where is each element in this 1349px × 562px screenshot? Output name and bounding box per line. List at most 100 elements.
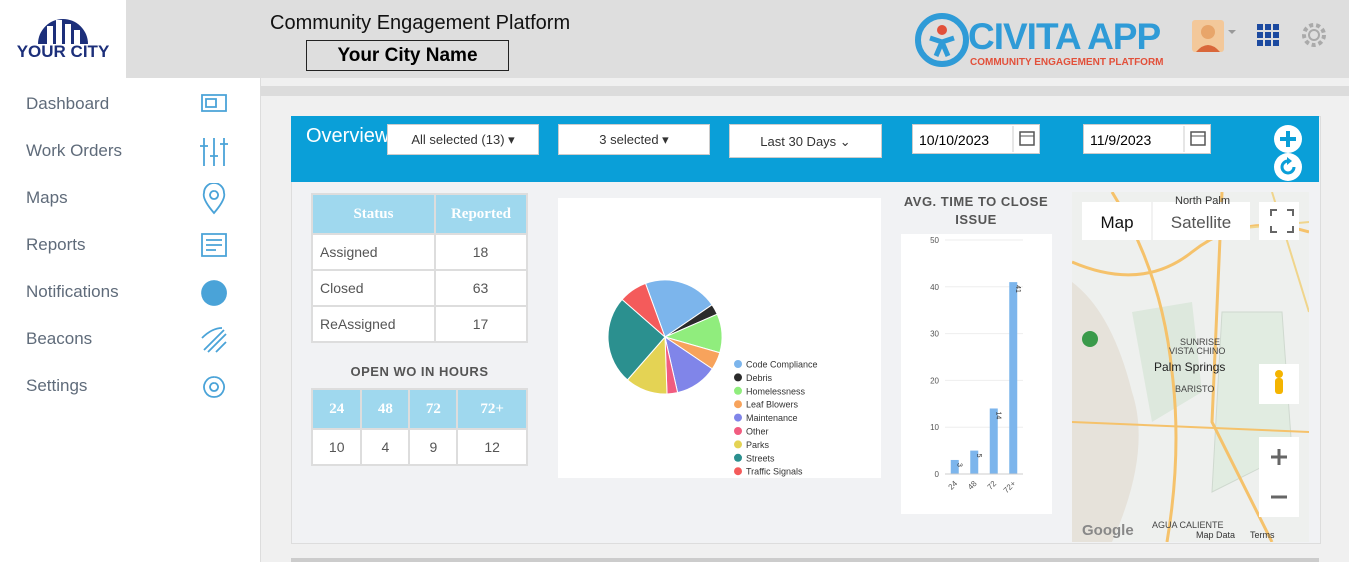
filter-select[interactable]: 3 selected ▾ <box>558 124 710 155</box>
column-header: 72+ <box>456 388 528 430</box>
bar <box>1009 282 1018 474</box>
map-place: BARISTO <box>1175 384 1214 394</box>
legend-label: Maintenance <box>746 413 798 423</box>
panel-actions[interactable] <box>1272 123 1306 183</box>
table-cell: 4 <box>360 428 411 466</box>
table-cell: 10 <box>310 428 363 466</box>
map[interactable]: Map Satellite North Palm Palm Springs SU… <box>1072 192 1309 542</box>
bar-value-label: 3 <box>955 463 962 467</box>
legend-swatch <box>734 453 742 462</box>
map-type-bar <box>1082 202 1250 240</box>
map-place: North Palm <box>1175 195 1230 207</box>
calendar-icon[interactable] <box>1183 126 1213 152</box>
nav-item[interactable]: Beacons <box>26 329 93 348</box>
app-title: Community Engagement Platform <box>270 12 571 34</box>
header-icons[interactable] <box>1190 18 1340 54</box>
column-header: 72 <box>408 388 459 430</box>
sidebar: Dashboard Work Orders Maps Reports Notificat… <box>0 78 261 562</box>
legend-label: Code Compliance <box>746 360 818 370</box>
brand-name: CIVITA APP <box>968 16 1161 57</box>
legend-swatch <box>734 360 742 368</box>
bar <box>970 450 979 474</box>
map-footer: Map Data <box>1196 530 1235 540</box>
open-wo-table: 24 48 72 72+ 10 4 9 12 <box>310 388 528 466</box>
nav-icon <box>200 138 228 166</box>
icon-shape <box>201 233 227 257</box>
column-header: Status <box>311 193 436 235</box>
open-wo-title: OPEN WO IN HOURS <box>350 364 489 379</box>
legend-label: Other <box>746 427 769 437</box>
brand-icon <box>915 13 969 67</box>
logo[interactable]: YOUR CITY <box>0 0 126 78</box>
date-input[interactable]: 10/10/2023 <box>912 124 1040 154</box>
table-cell: Closed <box>311 269 436 307</box>
city-name: Your City Name <box>306 40 509 71</box>
legend-swatch <box>734 467 742 476</box>
legend-label: Traffic Signals <box>746 467 803 477</box>
y-tick-label: 30 <box>930 330 939 339</box>
nav-icon <box>201 233 227 257</box>
map-logo: Google <box>1082 522 1134 539</box>
bar-value-label: 5 <box>975 454 982 458</box>
nav-item[interactable]: Reports <box>26 235 86 254</box>
date-text: 10/10/2023 <box>919 132 990 148</box>
map-place: VISTA CHINO <box>1169 346 1225 356</box>
icon-shape <box>201 327 227 353</box>
pie-slice <box>621 282 666 338</box>
bar-chart-title: AVG. TIME TO CLOSE ISSUE <box>903 194 1049 227</box>
pie-slice <box>644 279 713 338</box>
map-place: SUNRISE <box>1180 337 1220 347</box>
pie-chart: Code Compliance Debris Homelessness Leaf Bl… <box>558 198 881 478</box>
logo-text: YOUR CITY <box>16 42 110 61</box>
column-header: Reported <box>433 193 529 235</box>
legend-swatch <box>734 413 742 422</box>
nav-item[interactable]: Notifications <box>26 282 119 301</box>
header <box>0 0 1349 78</box>
filter-select[interactable]: All selected (13) ▾ <box>387 124 539 155</box>
nav-icon <box>202 183 226 215</box>
map-button[interactable]: Satellite <box>1171 213 1231 232</box>
header-row: Status Reported <box>311 193 529 235</box>
bar-value-label: 14 <box>994 411 1001 419</box>
nav-item[interactable]: Maps <box>26 188 68 207</box>
y-tick-label: 20 <box>930 376 939 385</box>
legend-label: Homelessness <box>746 386 806 396</box>
table-cell: ReAssigned <box>311 305 436 343</box>
nav-icon <box>201 94 227 112</box>
map-place: AGUA CALIENTE <box>1152 520 1224 530</box>
logo-icon <box>38 19 88 44</box>
column-header: 48 <box>360 388 411 430</box>
period-select[interactable]: Last 30 Days ⌄ <box>729 124 882 158</box>
legend-swatch <box>734 440 742 449</box>
table-cell: 63 <box>433 269 529 307</box>
table-cell: 9 <box>408 428 459 466</box>
map-button[interactable]: Map <box>1100 213 1133 232</box>
filter-text: Last 30 Days <box>760 134 837 149</box>
nav-icon <box>203 376 225 398</box>
date-input[interactable]: 11/9/2023 <box>1083 124 1211 154</box>
filter-text: All selected (13) <box>411 132 505 147</box>
legend-swatch <box>734 427 742 435</box>
next-panel <box>291 558 1319 562</box>
calendar-icon[interactable] <box>1012 126 1042 152</box>
nav-item[interactable]: Work Orders <box>26 141 123 160</box>
legend-label: Leaf Blowers <box>746 400 799 410</box>
y-tick-label: 0 <box>935 470 940 479</box>
y-tick-label: 40 <box>930 283 939 292</box>
legend-swatch <box>734 386 742 395</box>
nav-item[interactable]: Settings <box>26 376 88 395</box>
map-place: Palm Springs <box>1154 360 1225 374</box>
map-footer[interactable]: Terms <box>1250 530 1275 540</box>
header-row: 24 48 72 72+ <box>310 388 528 430</box>
nav-item[interactable]: Dashboard <box>26 94 110 113</box>
bar <box>950 459 959 474</box>
column-header: 24 <box>310 388 363 430</box>
table-cell: 12 <box>456 428 528 466</box>
legend-label: Streets <box>746 453 775 463</box>
legend-label: Parks <box>746 440 770 450</box>
legend-swatch <box>734 400 742 409</box>
table-cell: 18 <box>433 233 529 271</box>
table-row: ReAssigned 17 <box>311 305 529 343</box>
icon-shape <box>201 94 227 112</box>
